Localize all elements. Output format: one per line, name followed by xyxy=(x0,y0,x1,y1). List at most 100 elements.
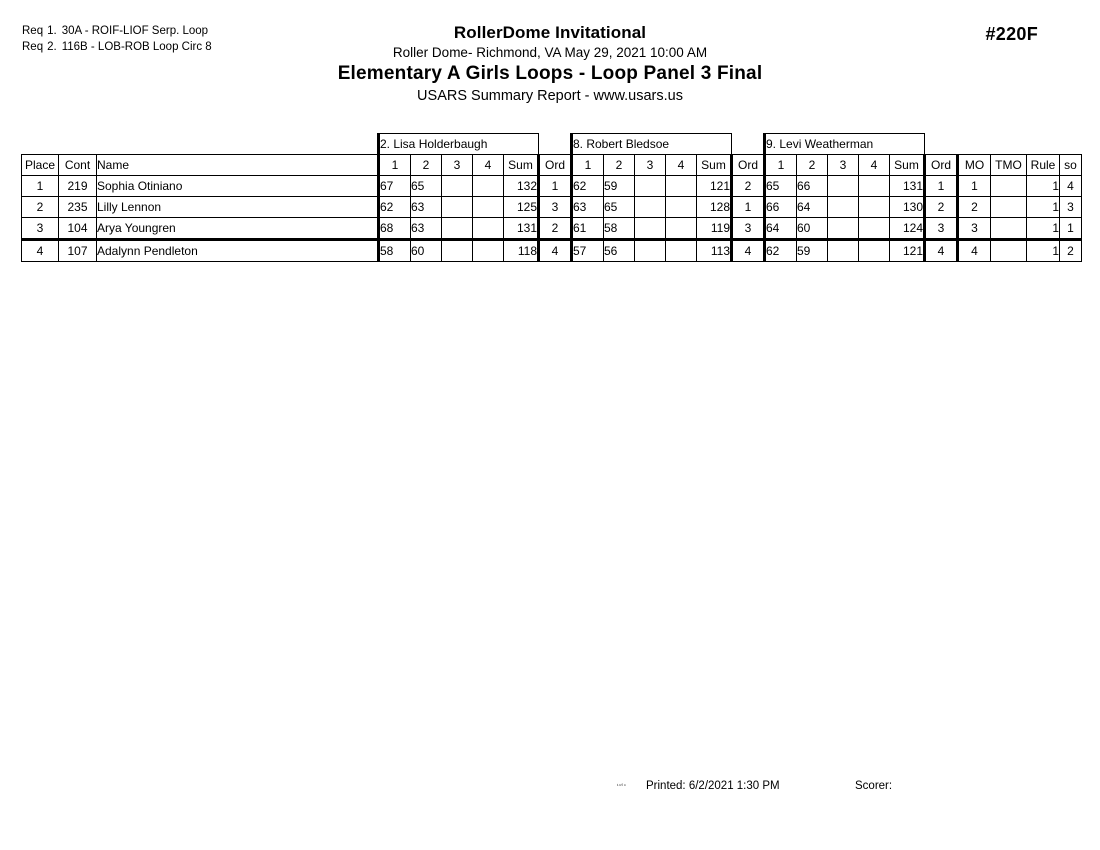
row-j1-ord: 2 xyxy=(537,217,573,241)
meet-title: RollerDome Invitational xyxy=(453,23,647,42)
band-spacer-so xyxy=(1060,134,1082,155)
printed-timestamp: Printed: 6/2/2021 1:30 PM xyxy=(646,780,780,792)
header-j3-ord: Ord xyxy=(923,154,959,176)
row-rule: 1 xyxy=(1026,217,1060,241)
header-j2-sum: Sum xyxy=(696,154,732,176)
requirements-block: Req 1. 30A - ROIF-LIOF Serp. Loop Req 2. 116… xyxy=(22,23,212,55)
row-j1-score-4 xyxy=(472,196,504,218)
row-j2-score-4 xyxy=(665,239,697,262)
row-j3-score-1: 66 xyxy=(763,196,797,218)
row-contestant-number: 219 xyxy=(58,175,97,197)
row-j3-sum: 121 xyxy=(889,239,925,262)
header-j2-score-2: 2 xyxy=(603,154,635,176)
row-j1-score-3 xyxy=(441,175,473,197)
table-row: 3 104 Arya Youngren 68 63 131 2 61 58 119 3 64 60 124… xyxy=(21,217,1082,241)
row-j2-ord: 1 xyxy=(730,196,766,218)
header-j3-score-4: 4 xyxy=(858,154,890,176)
row-j2-score-3 xyxy=(634,196,666,218)
row-place: 3 xyxy=(21,217,59,241)
row-j2-score-1: 62 xyxy=(570,175,604,197)
row-j3-ord: 4 xyxy=(923,239,959,262)
row-skate-order: 4 xyxy=(1059,175,1082,197)
row-skate-order: 3 xyxy=(1059,196,1082,218)
row-j2-score-2: 59 xyxy=(603,175,635,197)
row-j3-sum: 130 xyxy=(889,196,925,218)
row-j2-score-1: 63 xyxy=(570,196,604,218)
header-mo: MO xyxy=(957,154,991,176)
event-code: #220F xyxy=(985,24,1038,44)
row-j2-sum: 128 xyxy=(696,196,732,218)
row-majority-ordinal: 1 xyxy=(957,175,991,197)
band-spacer-mo xyxy=(958,134,991,155)
row-j1-sum: 125 xyxy=(503,196,539,218)
row-j1-sum: 118 xyxy=(503,239,539,262)
band-spacer-ord-1 xyxy=(539,134,572,155)
band-spacer-place xyxy=(22,134,59,155)
header-rule: Rule xyxy=(1026,154,1060,176)
row-j1-sum: 131 xyxy=(503,217,539,241)
report-subtitle: USARS Summary Report - www.usars.us xyxy=(417,88,683,104)
row-j1-score-2: 63 xyxy=(410,217,442,241)
row-rule: 1 xyxy=(1026,196,1060,218)
header-j1-sum: Sum xyxy=(503,154,539,176)
row-j3-sum: 131 xyxy=(889,175,925,197)
table-row: 1 219 Sophia Otiniano 67 65 132 1 62 59 121 2 65 66 1… xyxy=(21,175,1082,197)
header-j2-ord: Ord xyxy=(730,154,766,176)
requirement-text-2: 116B - LOB-ROB Loop Circ 8 xyxy=(61,41,212,53)
row-total-majority-ordinal xyxy=(990,217,1027,241)
row-majority-ordinal: 3 xyxy=(957,217,991,241)
requirement-text-1: 30A - ROIF-LIOF Serp. Loop xyxy=(61,25,209,37)
requirement-line-1: Req 1. 30A - ROIF-LIOF Serp. Loop xyxy=(22,23,212,39)
row-j2-score-3 xyxy=(634,239,666,262)
row-j2-score-4 xyxy=(665,175,697,197)
header-j1-score-1: 1 xyxy=(377,154,411,176)
print-marker: ¹⁹⁰⁴ xyxy=(617,783,627,788)
row-total-majority-ordinal xyxy=(990,196,1027,218)
row-j3-ord: 2 xyxy=(923,196,959,218)
row-j1-score-3 xyxy=(441,196,473,218)
row-j3-score-2: 66 xyxy=(796,175,828,197)
row-j1-score-1: 58 xyxy=(377,239,411,262)
row-j2-score-4 xyxy=(665,217,697,241)
row-j2-sum: 113 xyxy=(696,239,732,262)
band-spacer-rule xyxy=(1027,134,1060,155)
row-j3-score-4 xyxy=(858,239,890,262)
venue-datetime-line: Roller Dome- Richmond, VA May 29, 2021 1… xyxy=(392,45,708,60)
row-j3-score-4 xyxy=(858,175,890,197)
row-j3-score-3 xyxy=(827,196,859,218)
row-j1-score-3 xyxy=(441,239,473,262)
header-j3-sum: Sum xyxy=(889,154,925,176)
judge-2-name: 8. Robert Bledsoe xyxy=(570,133,732,155)
row-j3-score-1: 65 xyxy=(763,175,797,197)
row-j3-score-4 xyxy=(858,217,890,241)
band-spacer-name xyxy=(97,134,379,155)
table-row: 4 107 Adalynn Pendleton 58 60 118 4 57 56 113 4 62 5… xyxy=(21,239,1082,262)
row-j2-score-2: 58 xyxy=(603,217,635,241)
row-j2-sum: 121 xyxy=(696,175,732,197)
requirement-number-2: 2. xyxy=(47,41,57,53)
requirement-label-2: Req xyxy=(22,41,44,53)
row-j1-score-2: 63 xyxy=(410,196,442,218)
header-j1-score-3: 3 xyxy=(441,154,473,176)
row-j1-score-1: 67 xyxy=(377,175,411,197)
row-j1-score-2: 60 xyxy=(410,239,442,262)
row-rule: 1 xyxy=(1026,175,1060,197)
header-j2-score-4: 4 xyxy=(665,154,697,176)
row-j3-score-2: 59 xyxy=(796,239,828,262)
header-cont: Cont xyxy=(58,154,97,176)
row-j1-score-1: 62 xyxy=(377,196,411,218)
requirement-line-2: Req 2. 116B - LOB-ROB Loop Circ 8 xyxy=(22,39,212,55)
row-j1-score-4 xyxy=(472,217,504,241)
header-j3-score-2: 2 xyxy=(796,154,828,176)
header-so: so xyxy=(1059,154,1082,176)
row-contestant-number: 235 xyxy=(58,196,97,218)
row-j1-ord: 1 xyxy=(537,175,573,197)
row-j2-ord: 4 xyxy=(730,239,766,262)
header-j1-score-2: 2 xyxy=(410,154,442,176)
row-j3-score-3 xyxy=(827,175,859,197)
row-j1-ord: 4 xyxy=(537,239,573,262)
row-j2-sum: 119 xyxy=(696,217,732,241)
row-j2-score-2: 65 xyxy=(603,196,635,218)
row-skater-name: Sophia Otiniano xyxy=(96,175,379,197)
row-majority-ordinal: 2 xyxy=(957,196,991,218)
